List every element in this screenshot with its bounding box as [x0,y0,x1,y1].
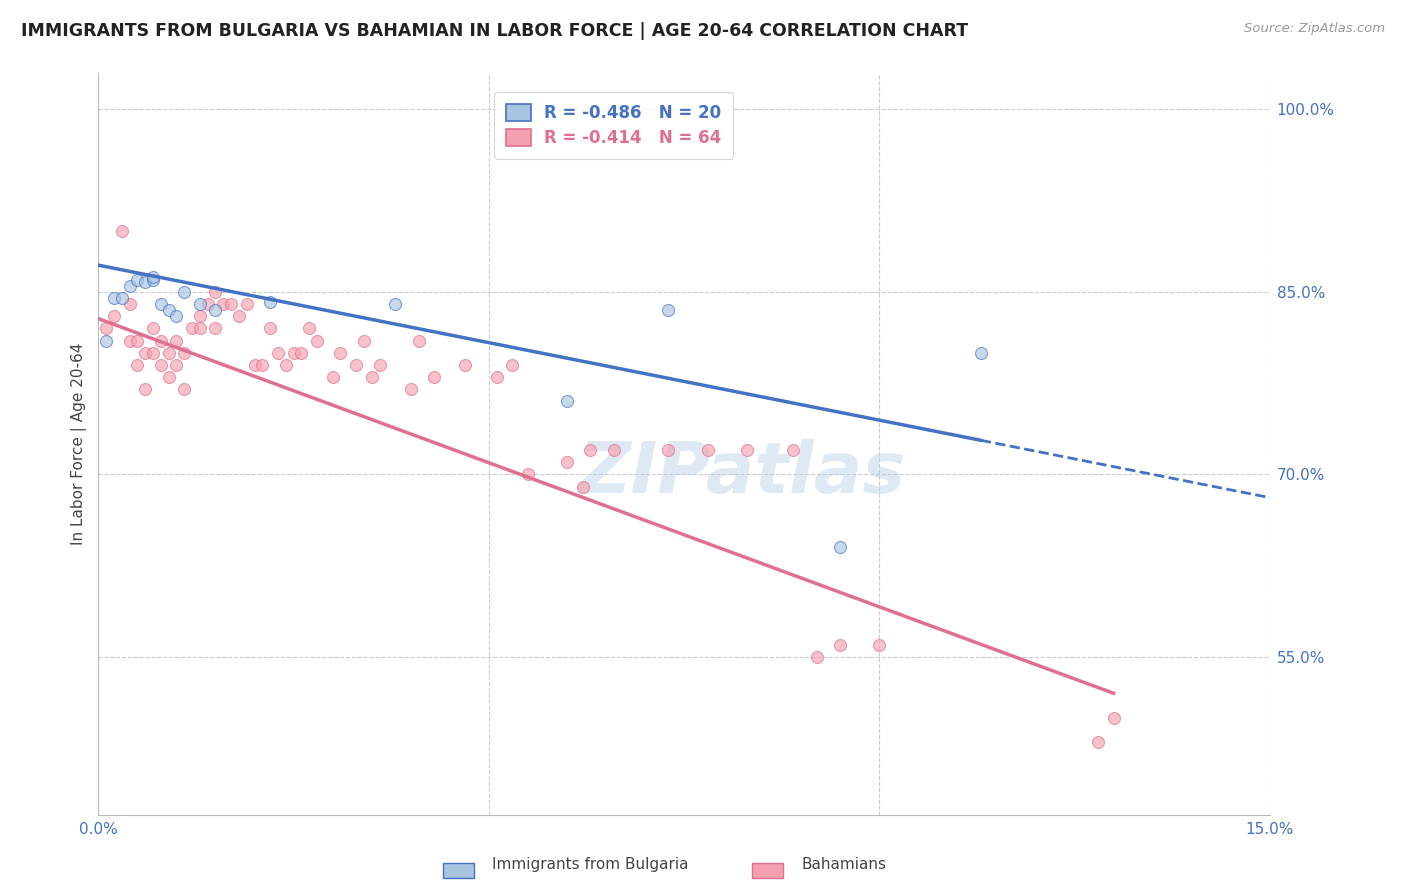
Point [142,270,165,285]
Point [118,334,141,348]
Point [329,345,352,359]
Y-axis label: In Labor Force | Age 20-64: In Labor Force | Age 20-64 [72,343,87,545]
Point [344,358,367,372]
Point [579,443,602,458]
Point [353,334,375,348]
Point [96,334,118,348]
Point [1087,735,1109,749]
Text: IMMIGRANTS FROM BULGARIA VS BAHAMIAN IN LABOR FORCE | AGE 20-64 CORRELATION CHAR: IMMIGRANTS FROM BULGARIA VS BAHAMIAN IN … [21,22,969,40]
Text: Source: ZipAtlas.com: Source: ZipAtlas.com [1244,22,1385,36]
Point [103,310,125,324]
Point [197,297,219,311]
Legend: R = -0.486   N = 20, R = -0.414   N = 64: R = -0.486 N = 20, R = -0.414 N = 64 [495,93,734,159]
Point [228,310,250,324]
Point [173,345,195,359]
Point [516,467,538,482]
Point [235,297,257,311]
Point [868,638,890,652]
Point [157,370,180,384]
Point [96,321,118,335]
Point [603,443,626,458]
Point [173,285,195,299]
Point [243,358,266,372]
Point [204,321,226,335]
Point [188,321,211,335]
Point [165,334,187,348]
Point [399,382,422,396]
Point [657,303,679,318]
Point [423,370,446,384]
Point [368,358,391,372]
Point [134,382,156,396]
Point [142,321,165,335]
Point [157,303,180,318]
Point [735,443,758,458]
Point [384,297,406,311]
Point [830,638,852,652]
Point [290,345,312,359]
Point [142,345,165,359]
Point [165,358,187,372]
Point [204,303,226,318]
Text: Bahamians: Bahamians [801,857,886,872]
Point [173,382,195,396]
Point [127,334,149,348]
Point [970,345,993,359]
Point [103,291,125,305]
Point [571,479,593,493]
Point [219,297,242,311]
Text: ZIPatlas: ZIPatlas [579,439,907,508]
Point [188,310,211,324]
Point [696,443,718,458]
Point [267,345,290,359]
Point [118,297,141,311]
Point [454,358,477,372]
Text: Immigrants from Bulgaria: Immigrants from Bulgaria [492,857,689,872]
Point [555,455,578,469]
Point [188,297,211,311]
Point [283,345,305,359]
Point [555,394,578,409]
Point [408,334,430,348]
Point [259,294,281,309]
Point [111,224,134,238]
Point [165,310,187,324]
Point [782,443,804,458]
Point [274,358,297,372]
Point [111,291,134,305]
Point [252,358,274,372]
Point [305,334,328,348]
Point [298,321,321,335]
Point [806,649,828,664]
Point [1102,710,1125,724]
Point [657,443,679,458]
Point [181,321,204,335]
Point [322,370,344,384]
Point [149,297,172,311]
Point [118,278,141,293]
Point [127,273,149,287]
Point [830,541,852,555]
Point [204,285,226,299]
Point [360,370,382,384]
Point [127,358,149,372]
Point [149,358,172,372]
Point [501,358,523,372]
Point [149,334,172,348]
Point [134,275,156,289]
Point [212,297,235,311]
Point [485,370,508,384]
Point [157,345,180,359]
Point [142,273,165,287]
Point [259,321,281,335]
Point [134,345,156,359]
